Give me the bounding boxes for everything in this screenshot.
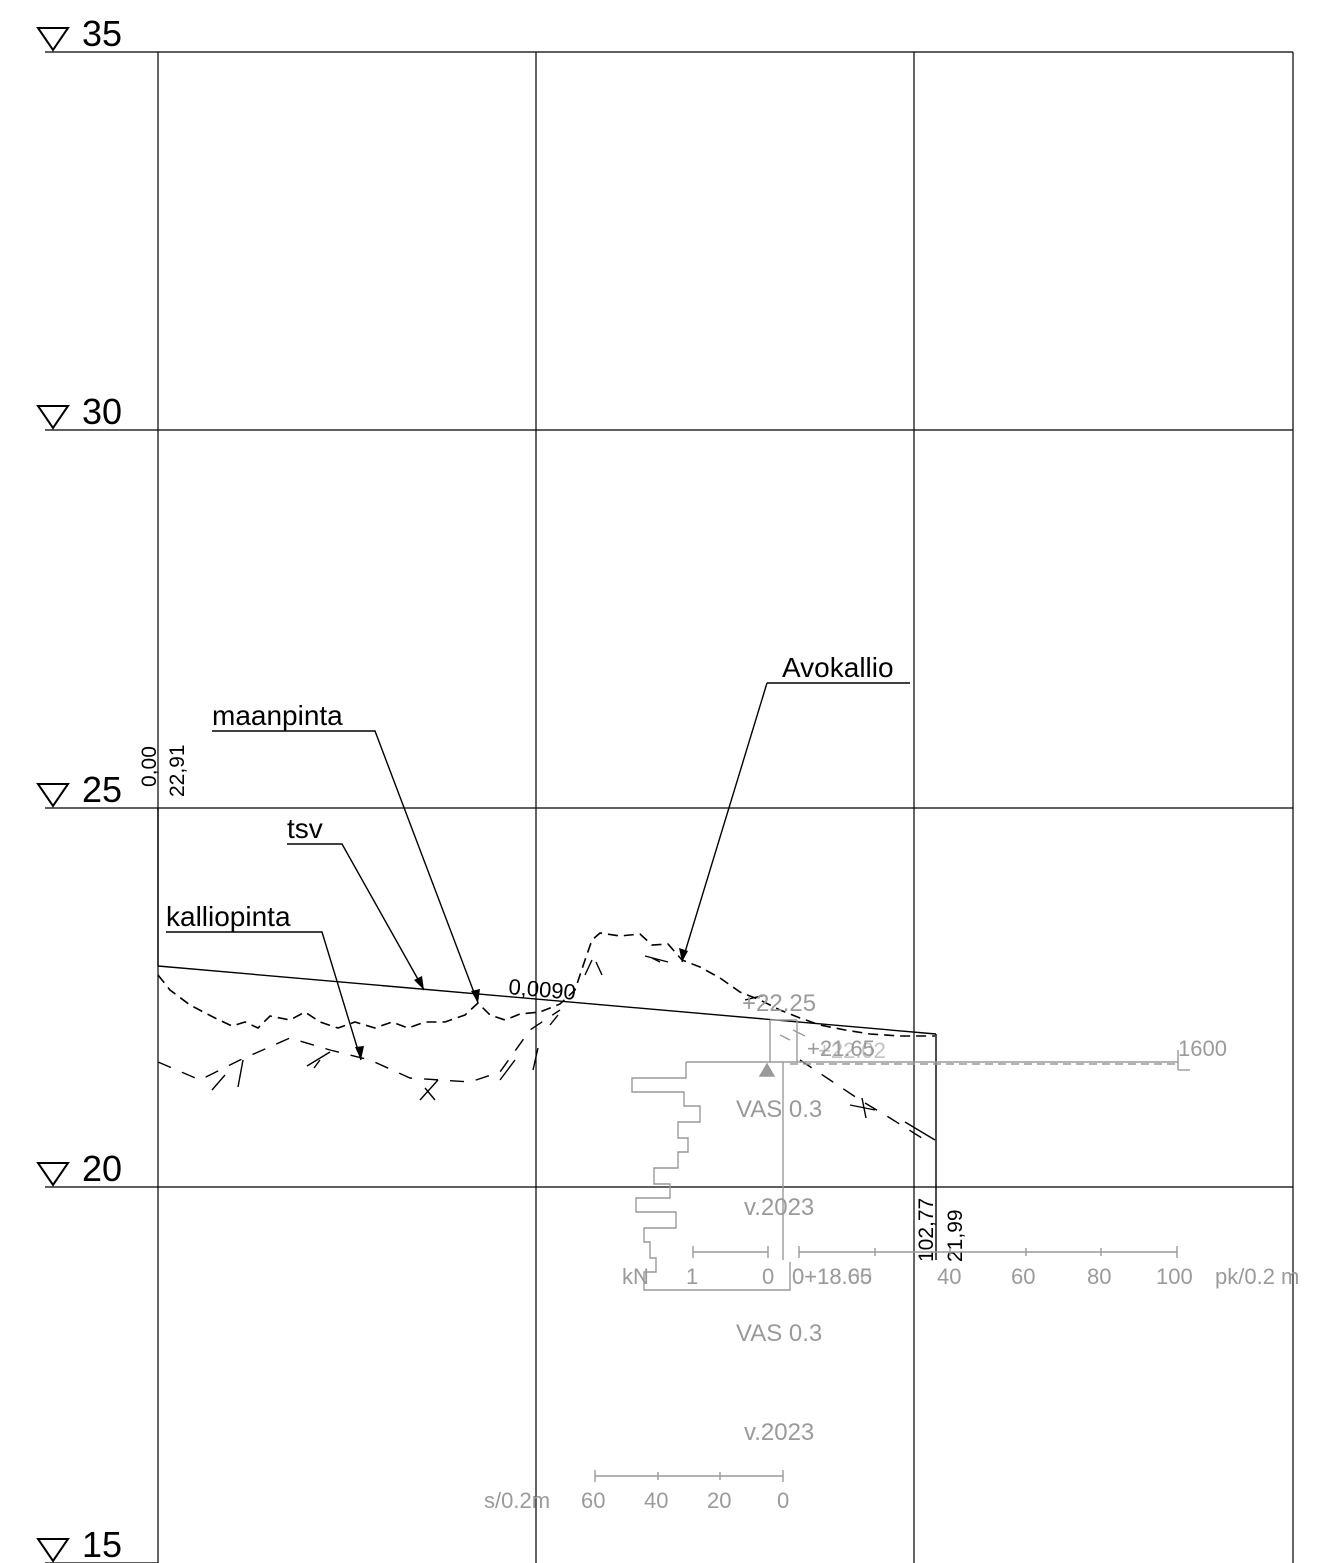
label-tsv-text: tsv	[287, 813, 323, 844]
sounding-method-2: VAS 0.3	[736, 1320, 822, 1347]
sounding-pen-tick-80: 80	[1087, 1264, 1111, 1289]
elevation-markers: 35 30 25 20 15	[36, 13, 122, 1563]
elevation-label-15: 15	[82, 1524, 122, 1563]
slope-label: 0,0090	[508, 974, 577, 1005]
elevation-marker-15: 15	[36, 1524, 122, 1563]
sounding-rot-tick-0: 0	[777, 1488, 789, 1513]
grid	[45, 51, 1294, 1563]
sounding-log	[594, 1019, 1190, 1482]
sounding-ground-elevation: +21.65	[807, 1036, 875, 1061]
sounding-bottom-label-2: 0+18.00	[792, 1264, 872, 1289]
elevation-marker-25: 25	[36, 769, 122, 810]
elevation-marker-30: 30	[36, 391, 122, 432]
label-avokallio-text: Avokallio	[782, 652, 894, 683]
elevation-label-35: 35	[82, 13, 122, 54]
label-kalliopinta: kalliopinta	[166, 901, 364, 1061]
elevation-label-20: 20	[82, 1148, 122, 1189]
sounding-bottom-label: 0+18.65	[792, 1264, 872, 1289]
sounding-penetration-unit: pk/0.2 m	[1215, 1264, 1299, 1289]
label-kalliopinta-text: kalliopinta	[166, 901, 291, 932]
sounding-year-1: v.2023	[744, 1194, 814, 1221]
sounding-force-tick-0: 0	[762, 1264, 774, 1289]
bedrock-hatches	[211, 955, 936, 1141]
elevation-marker-35: 35	[36, 13, 122, 54]
sounding-pen-tick-40: 40	[937, 1264, 961, 1289]
sounding-pen-tick-100: 100	[1156, 1264, 1193, 1289]
end-station-value: 102,77	[915, 1198, 938, 1262]
sounding-rotation-unit: s/0.2m	[484, 1488, 550, 1513]
sounding-rot-tick-60: 60	[581, 1488, 605, 1513]
sounding-year-2: v.2023	[744, 1419, 814, 1446]
sounding-pen-tick-60: 60	[1011, 1264, 1035, 1289]
start-station-value: 0,00	[138, 746, 161, 787]
start-station: 0,00 22,91	[138, 744, 189, 797]
sounding-force-tick-1: 1	[686, 1264, 698, 1289]
sounding-rot-tick-40: 40	[644, 1488, 668, 1513]
bedrock-surface-line	[157, 1009, 926, 1141]
label-maanpinta: maanpinta	[212, 700, 480, 1004]
elevation-label-25: 25	[82, 769, 122, 810]
label-maanpinta-text: maanpinta	[212, 700, 343, 731]
elevation-marker-20: 20	[36, 1148, 122, 1189]
end-elevation-value: 21,99	[944, 1209, 967, 1262]
label-avokallio: Avokallio	[679, 652, 910, 963]
sounding-max-value: 1600	[1178, 1036, 1227, 1061]
label-tsv: tsv	[287, 813, 425, 991]
elevation-label-30: 30	[82, 391, 122, 432]
sounding-texts: +22.25 +21.65 +22.02 1600 VAS 0.3 v.2023…	[484, 990, 1299, 1513]
grade-line	[157, 808, 937, 1260]
sounding-ground-elevation-2: +22.02	[818, 1038, 886, 1063]
sounding-top-elevation: +22.25	[742, 990, 816, 1017]
sounding-force-unit: kN	[622, 1264, 649, 1289]
sounding-rot-tick-20: 20	[707, 1488, 731, 1513]
start-elevation-value: 22,91	[166, 744, 189, 797]
sounding-method-1: VAS 0.3	[736, 1096, 822, 1123]
